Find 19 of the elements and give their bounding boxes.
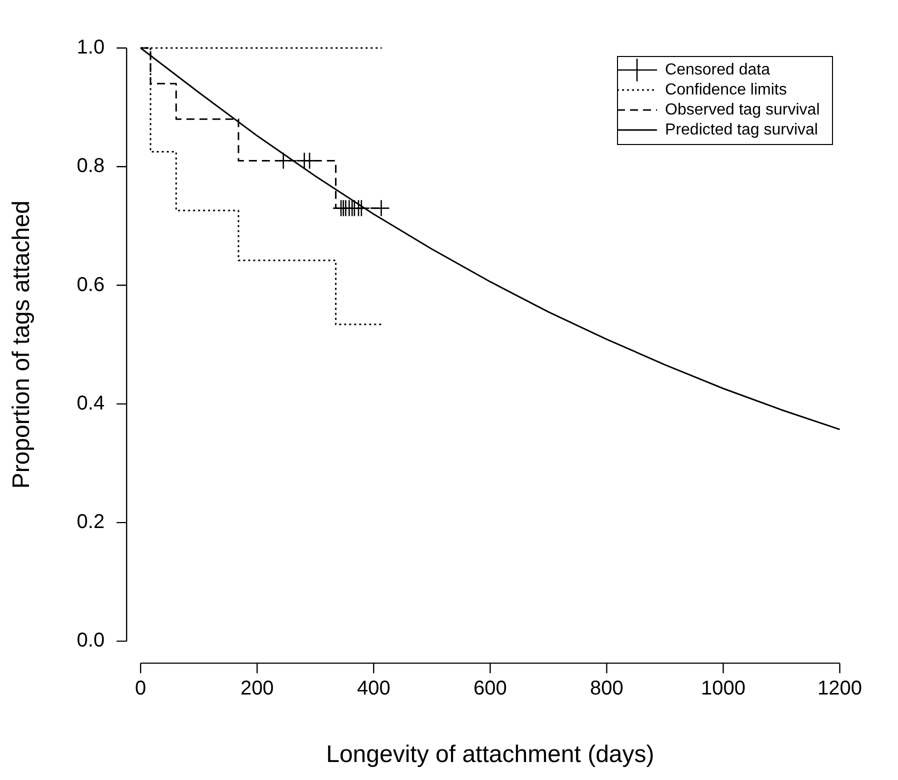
legend-label: Confidence limits bbox=[665, 81, 787, 98]
y-tick-label: 0.2 bbox=[76, 511, 105, 534]
legend-label: Predicted tag survival bbox=[665, 121, 818, 138]
x-tick-label: 600 bbox=[473, 678, 507, 700]
legend-label: Observed tag survival bbox=[665, 101, 820, 118]
y-tick-label: 0.0 bbox=[76, 630, 105, 652]
y-axis-title: Proportion of tags attached bbox=[8, 200, 36, 489]
x-tick-label: 400 bbox=[356, 678, 390, 700]
x-axis-title: Longevity of attachment (days) bbox=[326, 741, 654, 768]
y-tick-label: 1.0 bbox=[76, 36, 105, 59]
y-tick-label: 0.8 bbox=[76, 155, 105, 178]
x-tick-label: 800 bbox=[590, 678, 624, 700]
x-tick-label: 1200 bbox=[818, 678, 862, 700]
x-tick-label: 0 bbox=[135, 678, 146, 700]
y-tick-label: 0.6 bbox=[76, 274, 105, 296]
y-tick-label: 0.4 bbox=[76, 392, 105, 414]
legend-label: Censored data bbox=[665, 61, 770, 78]
x-tick-label: 1000 bbox=[700, 678, 746, 700]
x-tick-label: 200 bbox=[240, 678, 274, 700]
